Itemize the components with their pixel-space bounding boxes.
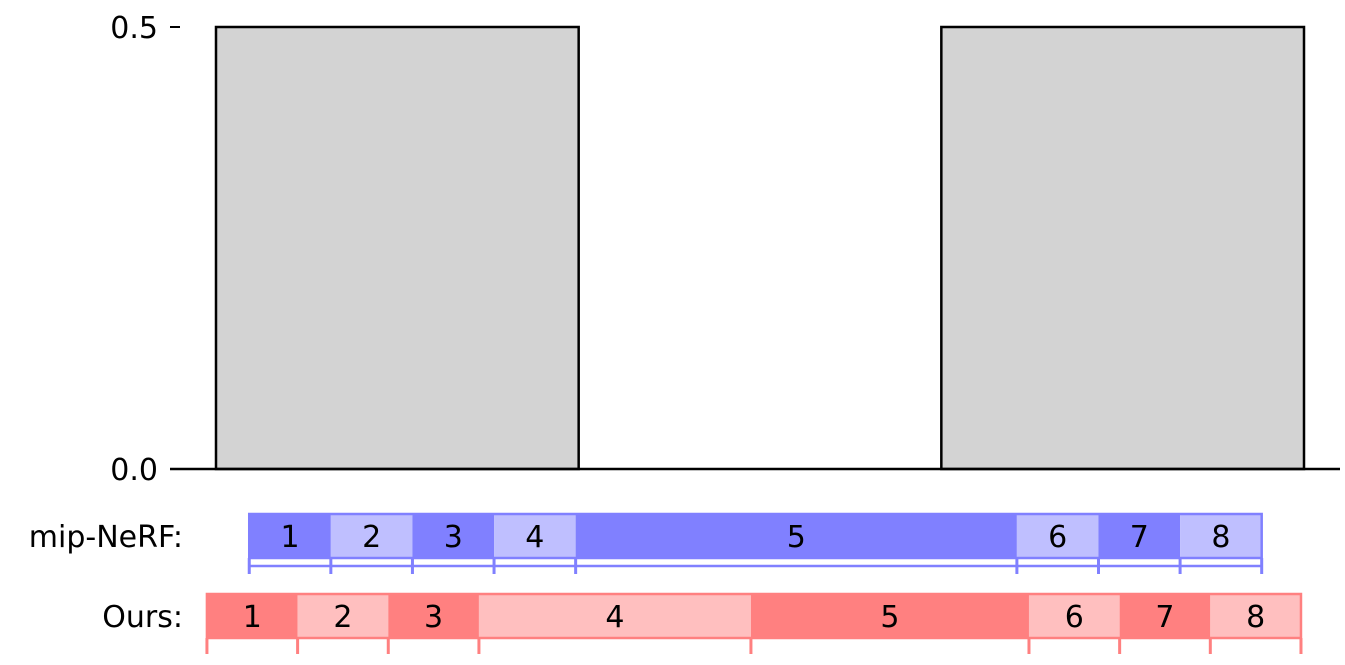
segment-label: 4	[605, 600, 624, 635]
interval-segment	[1210, 594, 1301, 638]
y-tick-label: 0.0	[110, 453, 158, 488]
row-label: mip-NeRF:	[29, 520, 183, 555]
segment-label: 8	[1211, 520, 1230, 555]
segment-label: 7	[1155, 600, 1174, 635]
interval-segment	[1119, 594, 1211, 638]
interval-segment	[1016, 514, 1099, 558]
segment-label: 4	[525, 520, 544, 555]
bar-2	[940, 25, 1306, 471]
segment-label: 5	[787, 520, 806, 555]
interval-segment	[330, 514, 413, 558]
segment-label: 3	[444, 520, 463, 555]
interval-row: mip-NeRF: 1 2 3 4 5 6 7 8	[29, 512, 1264, 574]
segment-label: 5	[880, 600, 899, 635]
bar-1	[214, 25, 580, 471]
interval-segment	[750, 594, 1029, 638]
interval-segment	[478, 594, 751, 638]
segment-label: 7	[1130, 520, 1149, 555]
row-label: Ours:	[102, 600, 183, 635]
segment-label: 1	[280, 520, 299, 555]
y-tick-label: 0.5	[110, 11, 158, 46]
segment-label: 8	[1246, 600, 1265, 635]
segment-label: 3	[424, 600, 443, 635]
interval-segment	[1180, 514, 1262, 558]
interval-outline	[247, 512, 1263, 560]
interval-segment	[206, 594, 298, 638]
segment-label: 2	[362, 520, 381, 555]
segment-label: 2	[333, 600, 352, 635]
interval-segment	[297, 594, 389, 638]
interval-outline	[205, 592, 1303, 640]
segment-label: 6	[1065, 600, 1084, 635]
interval-segment	[249, 514, 331, 558]
bars-layer	[214, 25, 1306, 471]
axes-layer: 0.0 0.5	[110, 11, 1340, 488]
interval-segment	[388, 594, 479, 638]
interval-segment	[1098, 514, 1181, 558]
interval-segment	[494, 514, 576, 558]
interval-row: Ours: 1 2 3 4 5 6 7 8	[102, 592, 1303, 654]
interval-segment	[1028, 594, 1120, 638]
interval-rows: mip-NeRF: 1 2 3 4 5 6 7 8 Ours: 1 2 3 4 5 6 7 8	[29, 512, 1303, 654]
segment-label: 1	[243, 600, 262, 635]
interval-segment	[575, 514, 1017, 558]
interval-segment	[412, 514, 495, 558]
segment-label: 6	[1048, 520, 1067, 555]
